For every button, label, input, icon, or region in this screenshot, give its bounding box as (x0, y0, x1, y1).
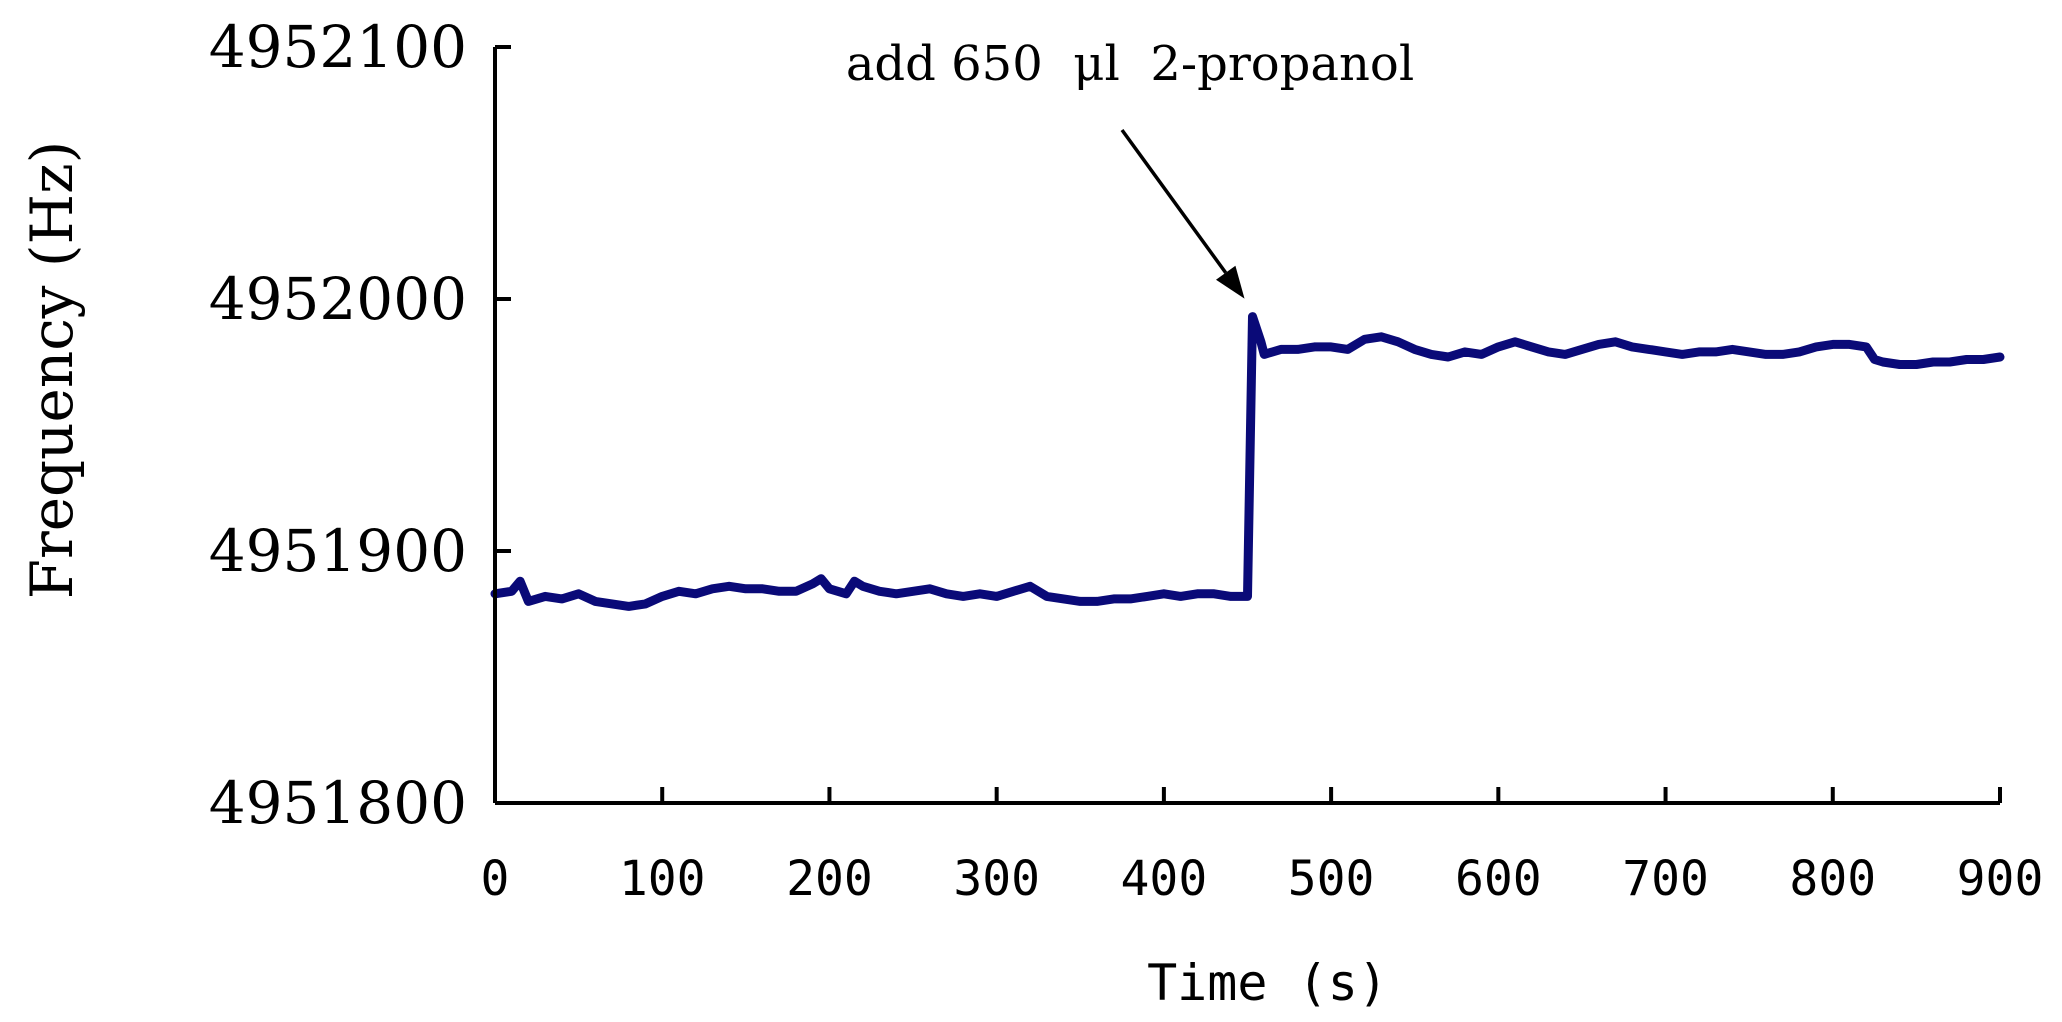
series-line (490, 312, 2005, 611)
x-tick-label: 300 (953, 851, 1040, 907)
x-tick-label: 800 (1789, 851, 1876, 907)
annotation-arrowhead (1215, 265, 1245, 299)
y-axis-title: Frequency (Hz) (18, 141, 86, 600)
x-tick-label: 500 (1288, 851, 1375, 907)
y-tick-label: 4952000 (209, 265, 467, 333)
x-tick-label: 100 (619, 851, 706, 907)
x-tick-label: 900 (1957, 851, 2044, 907)
y-tick-label: 4951900 (209, 517, 467, 585)
y-axis-ticks: 4951800 4951900 4952000 4952100 (209, 13, 511, 837)
y-tick-label: 4951800 (209, 769, 467, 837)
x-axis-title: Time (s) (1147, 954, 1388, 1012)
x-axis-ticks: 0 100 200 300 400 500 600 700 800 900 (481, 787, 2044, 907)
x-tick-label: 600 (1455, 851, 1542, 907)
x-tick-label: 200 (786, 851, 873, 907)
annotation-label: add 650 μl 2-propanol (846, 36, 1414, 92)
annotation-arrow (1120, 128, 1228, 274)
x-tick-label: 400 (1121, 851, 1208, 907)
y-tick-label: 4952100 (209, 13, 467, 81)
x-tick-label: 0 (481, 851, 510, 907)
x-tick-label: 700 (1622, 851, 1709, 907)
